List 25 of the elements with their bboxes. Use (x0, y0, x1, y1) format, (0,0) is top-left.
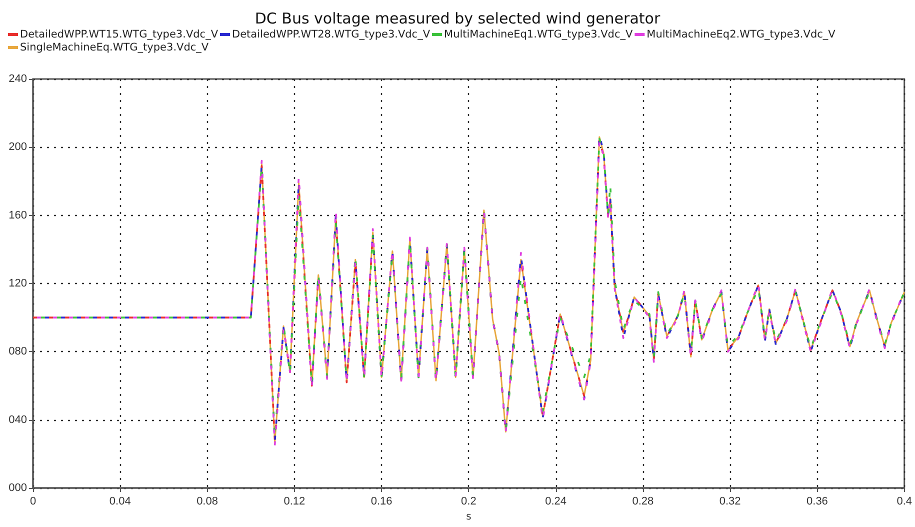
legend-label: MultiMachineEq2.WTG_type3.Vdc_V (646, 28, 836, 40)
y-tick-label: 120 (8, 278, 27, 290)
chart-title: DC Bus voltage measured by selected wind generator (254, 10, 661, 28)
y-tick-label: 040 (8, 414, 27, 426)
x-tick-label: 0.12 (284, 496, 306, 508)
y-tick-label: 080 (8, 346, 27, 358)
y-tick-label: 000 (8, 482, 27, 494)
y-tick-label: 160 (8, 209, 27, 222)
y-tick-label: 200 (8, 141, 27, 154)
x-tick-label: 0.16 (370, 496, 392, 508)
x-tick-label: 0.08 (196, 496, 218, 508)
x-tick-label: 0.24 (545, 496, 567, 508)
x-tick-label: 0.36 (806, 496, 828, 508)
legend-label: DetailedWPP.WT28.WTG_type3.Vdc_V (232, 28, 431, 40)
x-tick-label: 0.2 (461, 496, 476, 508)
x-tick-label: 0.04 (109, 496, 131, 508)
x-tick-label: 0.4 (896, 496, 912, 508)
legend-label: SingleMachineEq.WTG_type3.Vdc_V (20, 42, 210, 54)
x-tick-label: 0 (30, 496, 36, 508)
legend-label: DetailedWPP.WT15.WTG_type3.Vdc_V (20, 28, 219, 40)
legend-label: MultiMachineEq1.WTG_type3.Vdc_V (444, 28, 634, 40)
x-tick-label: 0.28 (632, 496, 654, 508)
y-tick-label: 240 (8, 73, 27, 85)
x-axis-title: s (466, 512, 472, 522)
x-tick-label: 0.32 (719, 496, 741, 508)
